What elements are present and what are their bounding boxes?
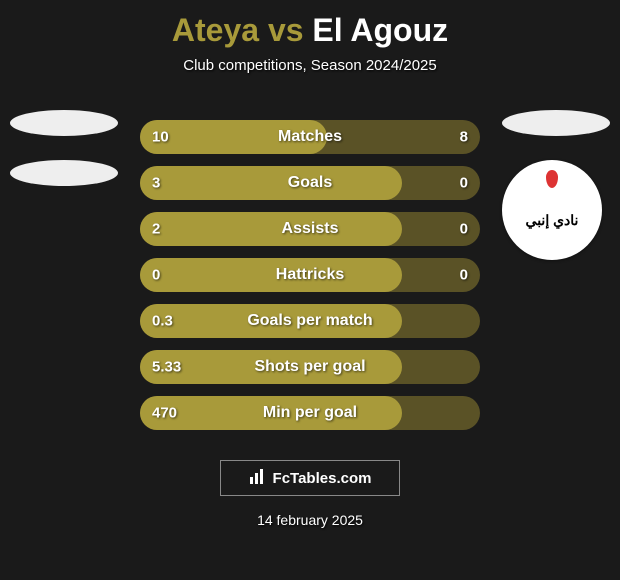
stat-bar: Hattricks 0 0 [140,258,480,292]
stat-bar: Goals 3 0 [140,166,480,200]
bar-left-value: 5.33 [152,359,181,376]
player-left-name: Ateya [172,12,259,48]
bar-left-value: 2 [152,221,160,238]
bar-label: Goals per match [247,312,372,330]
stat-bar: Shots per goal 5.33 [140,350,480,384]
subtitle: Club competitions, Season 2024/2025 [0,57,620,74]
stat-bar: Goals per match 0.3 [140,304,480,338]
left-team-badges [10,110,118,210]
bar-left-value: 0.3 [152,313,173,330]
team-ellipse-icon [10,160,118,186]
vs-text: vs [268,12,304,48]
bar-right-value: 0 [460,221,468,238]
stat-bar: Min per goal 470 [140,396,480,430]
brand-logo: FcTables.com [220,460,400,496]
bar-label: Min per goal [263,404,357,422]
bar-label: Matches [278,128,342,146]
team-ellipse-icon [10,110,118,136]
bar-label: Hattricks [276,266,344,284]
team-ellipse-icon [502,110,610,136]
bar-right-value: 0 [460,267,468,284]
club-badge-icon: نادي إنبي [502,160,602,260]
bar-right-value: 0 [460,175,468,192]
brand-text: FcTables.com [273,470,372,487]
bar-label: Goals [288,174,332,192]
bar-fill [140,258,402,292]
badge-drop-icon [546,170,558,188]
stat-bar: Matches 10 8 [140,120,480,154]
bar-left-value: 10 [152,129,169,146]
bar-label: Shots per goal [254,358,365,376]
bar-left-value: 470 [152,405,177,422]
badge-text: نادي إنبي [526,212,579,229]
comparison-title: Ateya vs El Agouz [0,0,620,49]
bar-label: Assists [282,220,339,238]
chart-icon [249,467,267,490]
bar-left-value: 3 [152,175,160,192]
bar-left-value: 0 [152,267,160,284]
player-right-name: El Agouz [312,12,448,48]
stat-bar: Assists 2 0 [140,212,480,246]
right-team-badge: نادي إنبي [502,110,610,260]
stats-chart: Matches108Goals30Assists20Hattricks00Goa… [140,120,480,442]
bar-fill [140,212,402,246]
bar-fill [140,166,402,200]
footer-date: 14 february 2025 [257,512,363,528]
bar-right-value: 8 [460,129,468,146]
